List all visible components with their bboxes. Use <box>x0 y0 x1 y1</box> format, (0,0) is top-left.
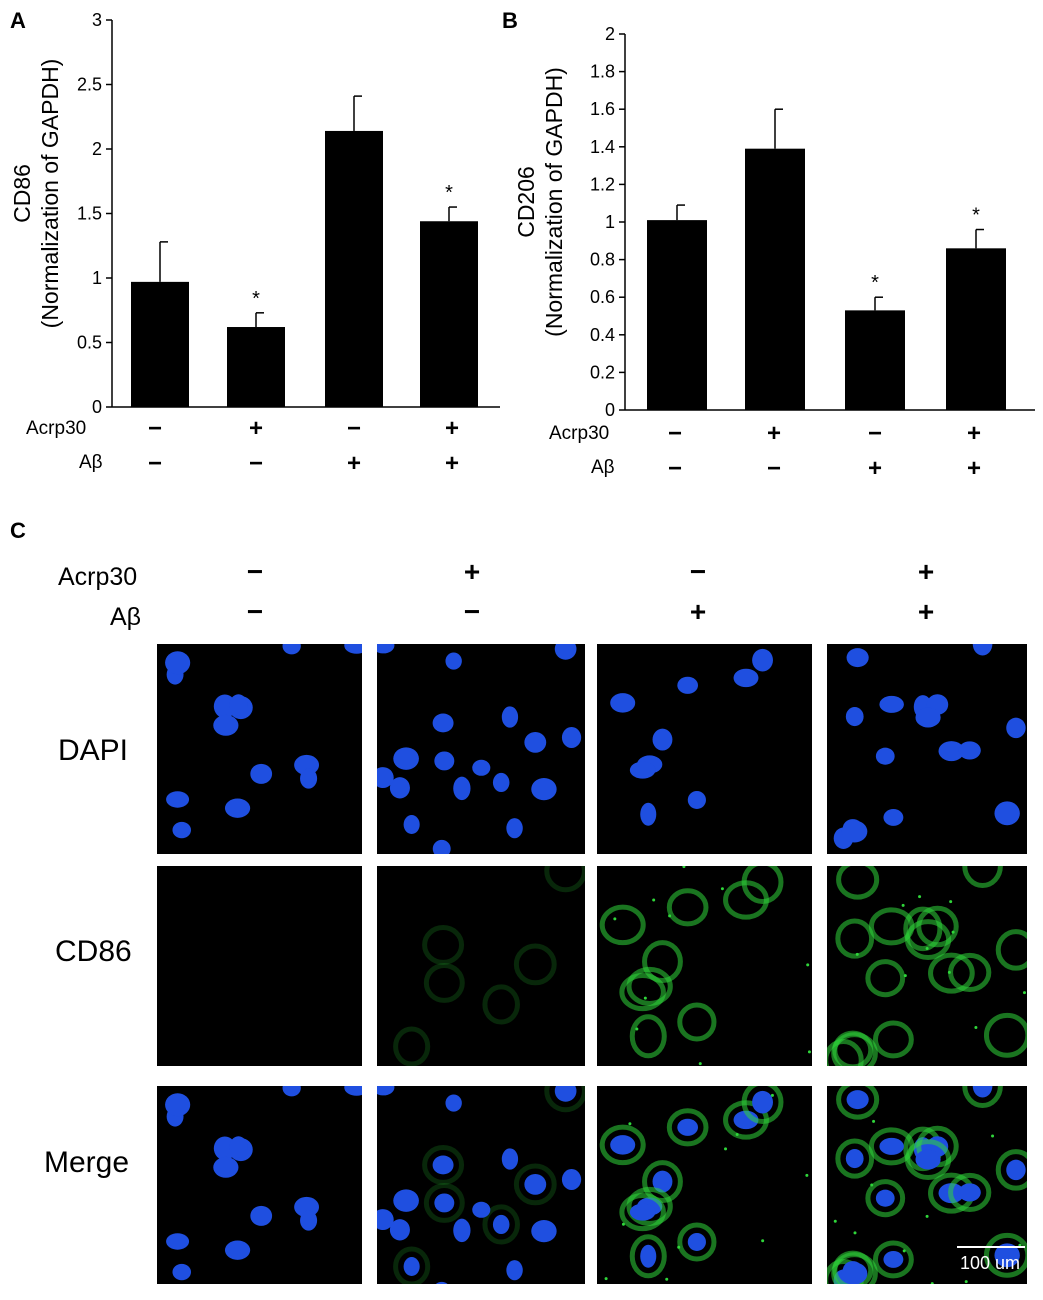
chart-a-y-tick-label: 2.5 <box>77 75 102 95</box>
chart-b-significance-marker: * <box>871 272 879 294</box>
chart-b-significance-marker: * <box>972 205 980 227</box>
micrograph-image <box>157 866 362 1066</box>
chart-a-acrp30-symbol: − <box>346 415 361 442</box>
micrograph-merge-1 <box>157 1086 362 1284</box>
chart-a-y-label-line2: (Normalization of GAPDH) <box>37 59 63 329</box>
scale-bar-label: 100 um <box>960 1253 1021 1273</box>
chart-b-acrp30-symbol: + <box>966 420 981 447</box>
micrograph-image <box>393 866 585 1066</box>
chart-b-y-tick-label: 1.6 <box>590 99 615 119</box>
micrograph-image <box>599 866 811 1066</box>
chart-a-y-tick-label: 0 <box>92 397 102 417</box>
micrograph-image <box>610 648 773 826</box>
micrograph-merge-4 <box>827 1086 1027 1284</box>
micro-acrp30-label: Acrp30 <box>58 563 138 591</box>
chart-a-bar <box>227 327 285 407</box>
row-label-merge: Merge <box>44 1146 130 1179</box>
micro-abeta-symbol: + <box>917 596 935 627</box>
micrograph-image <box>827 1086 1027 1284</box>
chart-a-acrp30-symbol: − <box>147 415 162 442</box>
chart-b-y-tick-label: 1 <box>605 212 615 232</box>
chart-b-bar <box>647 220 707 410</box>
chart-b-bar <box>946 248 1006 410</box>
scale-bar <box>957 1246 1025 1248</box>
chart-a-y-tick-label: 1 <box>92 268 102 288</box>
micrograph-image <box>377 1086 585 1284</box>
chart-b-abeta-label: Aβ <box>591 457 615 478</box>
chart-a-bar <box>131 281 189 407</box>
chart-b-bar <box>845 310 905 410</box>
row-label-cd86: CD86 <box>55 935 132 968</box>
micrograph-image <box>165 1086 362 1281</box>
chart-b-y-tick-label: 0 <box>605 400 615 420</box>
micrograph-image <box>599 1086 809 1281</box>
chart-a-bar <box>420 221 478 407</box>
chart-a-y-tick-label: 1.5 <box>77 204 102 224</box>
micrograph-cd86-2 <box>377 866 585 1066</box>
chart-a-y-tick-label: 0.5 <box>77 333 102 353</box>
chart-a-acrp30-label: Acrp30 <box>26 418 87 439</box>
chart-b-abeta-symbol: + <box>867 455 882 482</box>
chart-b-abeta-symbol: + <box>966 455 981 482</box>
chart-b-y-tick-label: 1.4 <box>590 137 615 157</box>
chart-b-bar <box>745 148 805 410</box>
chart-a-significance-marker: * <box>252 288 260 310</box>
micro-abeta-symbol: + <box>689 596 707 627</box>
chart-b-y-tick-label: 0.2 <box>590 362 615 382</box>
chart-a-acrp30-symbol: + <box>248 415 263 442</box>
chart-b-cd206: 0 0.2 0.4 0.6 0.8 1 1.2 1.4 1.6 1.8 2 CD206 (Normali… <box>513 24 1035 420</box>
chart-b-y-tick-label: 2 <box>605 24 615 44</box>
chart-b-abeta-symbol: − <box>766 455 781 482</box>
chart-b-y-label-line1: CD206 <box>513 166 539 238</box>
micrograph-image <box>833 644 1026 849</box>
chart-a-bar <box>325 130 383 407</box>
micrograph-merge-3 <box>597 1086 812 1284</box>
chart-a-abeta-symbol: − <box>248 450 263 477</box>
chart-a-significance-marker: * <box>445 182 453 204</box>
chart-a-y-tick-label: 3 <box>92 10 102 30</box>
micro-abeta-label: Aβ <box>110 603 142 631</box>
micrograph-image <box>165 644 362 839</box>
micrograph-image <box>827 866 1027 1066</box>
micrograph-cd86-4 <box>827 866 1027 1066</box>
micro-abeta-symbol: − <box>246 596 264 627</box>
panel-letter-a: A <box>10 8 26 33</box>
micro-acrp30-symbol: + <box>463 556 481 587</box>
chart-a-abeta-symbol: + <box>444 450 459 477</box>
micrograph-image <box>377 644 582 854</box>
micro-acrp30-symbol: − <box>246 556 264 587</box>
chart-b-acrp30-symbol: − <box>667 420 682 447</box>
micrograph-dapi-4 <box>827 644 1027 854</box>
chart-b-y-tick-label: 1.2 <box>590 174 615 194</box>
chart-b-acrp30-symbol: + <box>766 420 781 447</box>
chart-a-cd86: 0 0.5 1 1.5 2 2.5 3 CD86 (Normalization of GAPDH… <box>9 10 500 417</box>
chart-b-y-tick-label: 0.6 <box>590 287 615 307</box>
micro-acrp30-symbol: + <box>917 556 935 587</box>
chart-b-y-tick-label: 0.4 <box>590 325 615 345</box>
chart-b-y-tick-label: 0.8 <box>590 250 615 270</box>
chart-a-abeta-label: Aβ <box>79 452 103 473</box>
micrograph-cd86-3 <box>597 866 812 1066</box>
panel-letter-c: C <box>10 518 26 543</box>
chart-b-y-label-line2: (Normalization of GAPDH) <box>541 67 567 337</box>
chart-b-abeta-symbol: − <box>667 455 682 482</box>
micrograph-cd86-1 <box>157 866 362 1066</box>
chart-a-acrp30-symbol: + <box>444 415 459 442</box>
micrograph-dapi-3 <box>597 644 812 854</box>
micro-abeta-symbol: − <box>463 596 481 627</box>
chart-b-acrp30-symbol: − <box>867 420 882 447</box>
chart-a-abeta-symbol: + <box>346 450 361 477</box>
micrograph-dapi-2 <box>377 644 585 854</box>
micrograph-merge-2 <box>377 1086 585 1284</box>
micro-acrp30-symbol: − <box>689 556 707 587</box>
chart-a-abeta-symbol: − <box>147 450 162 477</box>
chart-b-y-tick-label: 1.8 <box>590 62 615 82</box>
chart-b-acrp30-label: Acrp30 <box>549 423 610 444</box>
panel-letter-b: B <box>502 8 518 33</box>
row-label-dapi: DAPI <box>58 734 129 767</box>
chart-a-y-label-line1: CD86 <box>9 164 35 223</box>
micrograph-dapi-1 <box>157 644 362 854</box>
chart-a-y-tick-label: 2 <box>92 139 102 159</box>
